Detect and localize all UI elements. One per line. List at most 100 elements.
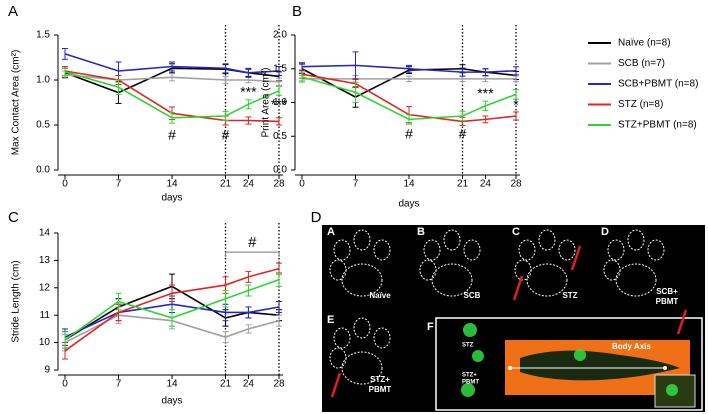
axis-point	[508, 366, 512, 370]
error-bar	[222, 331, 229, 344]
legend-label: SCB (n=7)	[618, 58, 665, 69]
x-tick-label: 24	[243, 379, 255, 390]
panel-label: B	[292, 3, 302, 20]
error-bar	[62, 67, 68, 76]
error-bar	[513, 89, 519, 100]
green-spot	[463, 323, 477, 337]
error-bar	[482, 100, 489, 112]
paw-outline	[615, 263, 657, 297]
legend-label: Naïve (n=8)	[618, 38, 671, 49]
tile-caption: PBMT	[656, 297, 679, 306]
x-tick-label: 28	[510, 179, 522, 190]
x-tick-label: 7	[116, 379, 122, 390]
inset-label: F	[427, 321, 434, 333]
error-bar	[169, 61, 175, 72]
y-tick-label: 12	[39, 282, 51, 293]
error-bar	[169, 111, 175, 124]
error-bar	[115, 292, 122, 311]
x-tick-label: 21	[457, 179, 469, 190]
error-bar	[352, 81, 359, 103]
green-spot	[574, 349, 586, 361]
y-tick-label: 13	[39, 255, 51, 266]
error-bar	[406, 75, 412, 83]
significance-marker: #	[248, 234, 257, 251]
x-tick-label: 28	[273, 179, 285, 190]
error-bar	[222, 63, 229, 74]
red-arrow	[512, 275, 524, 301]
error-bar	[245, 284, 252, 297]
error-bar	[245, 324, 252, 334]
y-tick-label: 0.5	[36, 120, 50, 131]
error-bar	[276, 314, 282, 327]
significance-marker: #	[168, 127, 176, 143]
paw-outline	[514, 259, 532, 281]
significance-marker: #	[405, 126, 413, 142]
significance-marker: #	[222, 127, 230, 143]
paw-outline	[538, 229, 556, 251]
error-bar	[222, 111, 229, 121]
paw-outline	[463, 239, 481, 261]
legend-label: STZ+PBMT (n=8)	[618, 120, 697, 131]
series-line	[64, 267, 280, 352]
panel-label: C	[8, 209, 19, 226]
paw-outline	[373, 239, 391, 261]
error-bar	[513, 66, 519, 76]
error-bar	[299, 72, 305, 82]
error-bar	[482, 75, 489, 83]
green-spot	[472, 350, 484, 362]
series-line	[301, 64, 517, 73]
red-arrow	[676, 309, 688, 335]
paw-outline	[558, 239, 576, 261]
panel-label: A	[8, 3, 18, 20]
error-bar	[62, 48, 68, 60]
axis-point	[663, 366, 667, 370]
paw-outline	[341, 263, 383, 297]
error-bar	[276, 77, 282, 86]
error-bar	[222, 75, 229, 85]
red-arrow	[570, 245, 582, 271]
error-bar	[513, 75, 519, 83]
x-tick-label: 24	[243, 179, 255, 190]
tile-caption: STZ+	[370, 375, 390, 384]
paw-outline	[341, 351, 383, 385]
error-bar	[169, 73, 175, 82]
error-bar	[222, 290, 229, 308]
tile-label: E	[327, 314, 334, 326]
error-bar	[276, 85, 282, 96]
inset-text: PBMT	[462, 380, 479, 386]
error-bar	[276, 272, 282, 287]
x-tick-label: 21	[220, 379, 232, 390]
tile-caption: STZ	[562, 291, 577, 300]
red-arrow	[330, 372, 342, 398]
x-tick-label: 21	[220, 179, 232, 190]
y-axis-label: Stride Length (cm)	[11, 260, 22, 342]
tile-label: B	[417, 226, 425, 238]
tile-label: C	[512, 226, 520, 238]
y-axis-label: Max Contact Area (cm²)	[11, 50, 22, 156]
significance-marker: ***	[271, 96, 288, 112]
x-tick-label: 0	[62, 179, 68, 190]
x-tick-label: 14	[403, 179, 415, 190]
y-tick-label: 14	[39, 228, 51, 239]
series-line	[64, 53, 280, 74]
error-bar	[276, 117, 282, 126]
tile-label: D	[601, 226, 609, 238]
error-bar	[169, 284, 175, 302]
error-bar	[459, 110, 466, 122]
paw-outline	[353, 317, 371, 339]
error-bar	[352, 51, 359, 80]
legend-label: SCB+PBMT (n=8)	[618, 79, 698, 90]
series-line	[64, 278, 280, 341]
series-line	[64, 67, 280, 94]
paw-outline	[329, 259, 347, 281]
legend-label: STZ (n=8)	[618, 99, 663, 110]
inset-paw-print	[520, 350, 680, 381]
series-line	[64, 71, 280, 119]
paw-outline	[518, 239, 536, 261]
inset-text: Body Axis	[612, 342, 651, 351]
paw-outline	[607, 239, 625, 261]
x-tick-label: 28	[273, 379, 285, 390]
tile-caption: Naïve	[369, 291, 391, 300]
error-bar	[406, 64, 412, 73]
